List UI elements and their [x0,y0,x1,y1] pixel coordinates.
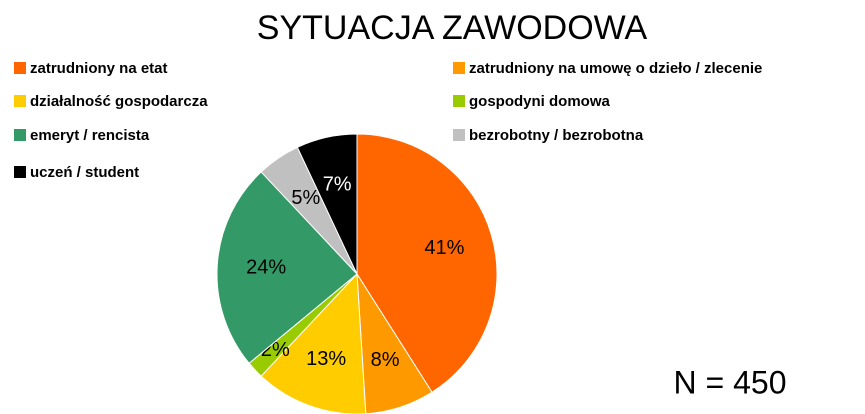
legend-label: gospodyni domowa [469,93,610,110]
data-label: 5% [291,187,320,209]
legend-swatch [14,166,26,178]
data-label: 7% [323,173,352,195]
legend-swatch [453,95,465,107]
legend-label: uczeń / student [30,164,139,181]
legend-label: działalność gospodarcza [30,93,208,110]
data-label: 41% [424,237,464,259]
data-label: 24% [246,257,286,279]
chart-title: SYTUACJA ZAWODOWA [257,9,648,47]
pie-slice [296,133,358,275]
legend-label: zatrudniony na umowę o dzieło / zlecenie [469,60,762,77]
legend-label: bezrobotny / bezrobotna [469,127,644,144]
legend-label: zatrudniony na etat [30,60,168,77]
annotation: N = 450 [674,364,787,400]
legend-swatch [14,129,26,141]
data-label: 13% [306,348,346,370]
legend-label: emeryt / rencista [30,127,150,144]
pie-slice [356,133,498,393]
legend-swatch [14,62,26,74]
legend-swatch [453,129,465,141]
legend-swatch [453,62,465,74]
data-label: 8% [371,349,400,371]
pie-slice [216,171,358,364]
legend-swatch [14,95,26,107]
